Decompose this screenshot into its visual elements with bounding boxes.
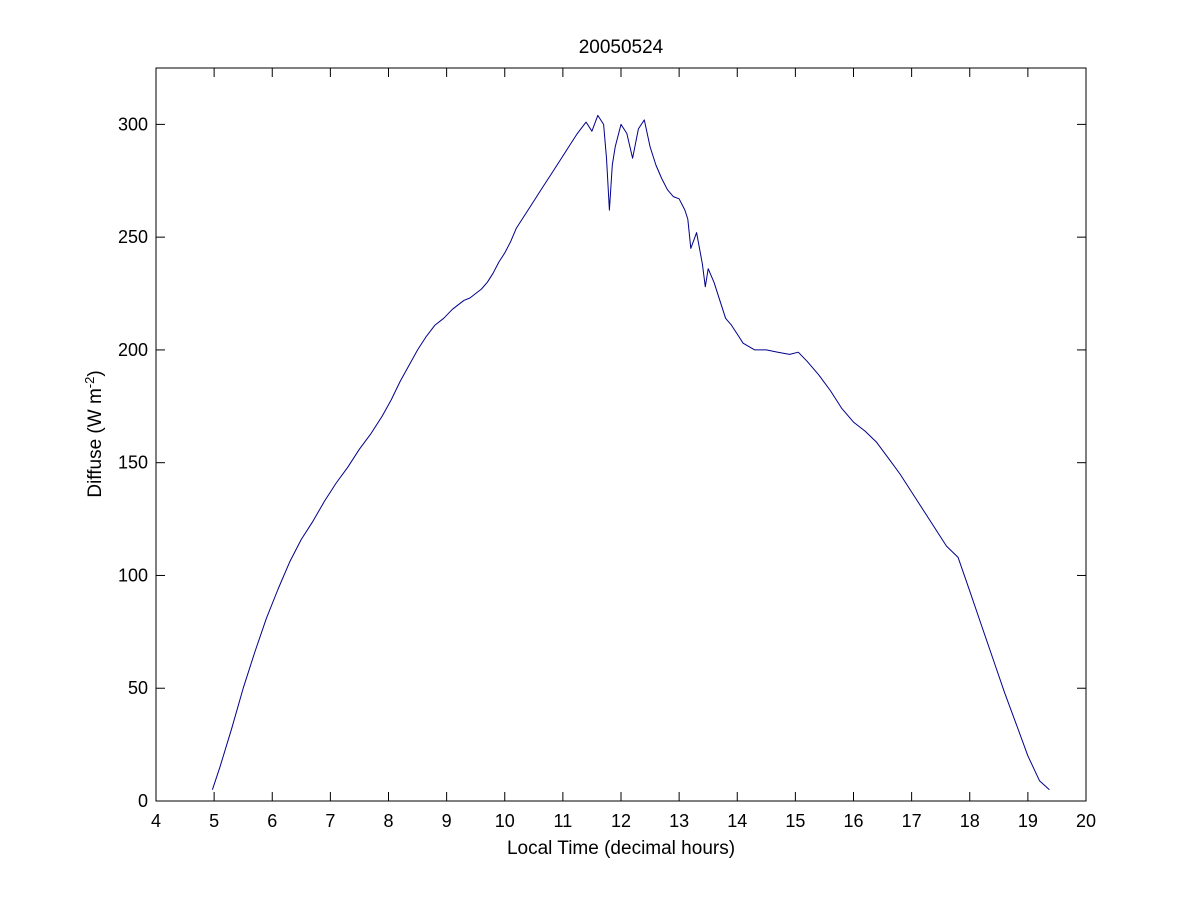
y-tick-label: 50 — [128, 678, 148, 698]
y-axis-ticks: 0 50 100 150 200 250 300 — [118, 114, 1086, 811]
x-tick-label: 7 — [325, 811, 335, 831]
x-tick-label: 16 — [843, 811, 863, 831]
x-tick-label: 17 — [902, 811, 922, 831]
x-tick-label: 15 — [785, 811, 805, 831]
x-axis-label: Local Time (decimal hours) — [507, 838, 735, 859]
x-tick-label: 8 — [383, 811, 393, 831]
plot-area — [155, 67, 1087, 802]
x-tick-label: 19 — [1018, 811, 1038, 831]
y-tick-label: 100 — [118, 565, 148, 585]
x-tick-label: 6 — [267, 811, 277, 831]
x-tick-label: 10 — [495, 811, 515, 831]
chart-title: 20050524 — [579, 37, 664, 58]
x-tick-label: 4 — [151, 811, 161, 831]
diffuse-series-line — [211, 114, 1050, 791]
x-tick-label: 18 — [960, 811, 980, 831]
x-tick-label: 11 — [554, 811, 573, 831]
x-tick-label: 14 — [727, 811, 747, 831]
y-axis-label-base: Diffuse (W m — [85, 388, 106, 497]
y-axis-label: Diffuse (W m-2) — [82, 370, 107, 497]
x-tick-label: 12 — [611, 811, 631, 831]
y-tick-label: 200 — [118, 340, 148, 360]
x-tick-label: 13 — [669, 811, 689, 831]
y-axis-label-superscript: -2 — [82, 377, 97, 389]
x-tick-label: 5 — [209, 811, 219, 831]
y-tick-label: 250 — [118, 227, 148, 247]
y-tick-label: 300 — [118, 114, 148, 134]
x-axis-ticks: 4 5 6 7 8 9 10 11 12 13 14 15 16 17 18 19 20 — [151, 68, 1096, 831]
y-axis-label-tail: ) — [85, 370, 106, 376]
y-tick-label: 0 — [138, 791, 148, 811]
x-tick-label: 20 — [1076, 811, 1096, 831]
y-tick-label: 150 — [118, 453, 148, 473]
x-tick-label: 9 — [442, 811, 452, 831]
